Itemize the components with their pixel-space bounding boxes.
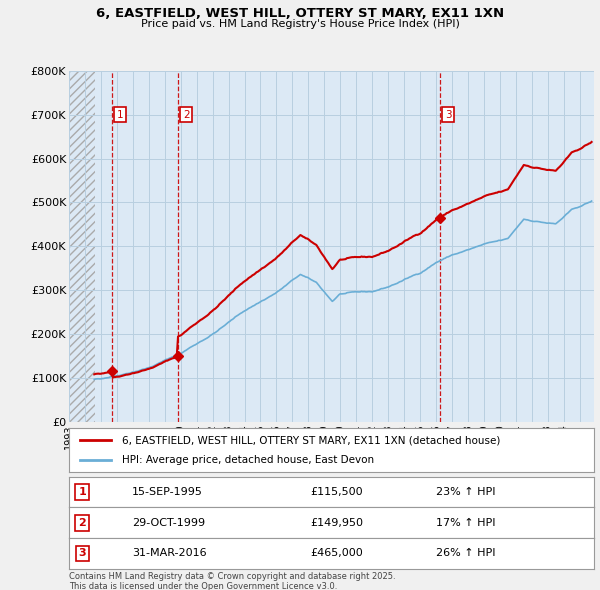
Text: 17% ↑ HPI: 17% ↑ HPI [437, 518, 496, 527]
Text: 1: 1 [78, 487, 86, 497]
Text: 6, EASTFIELD, WEST HILL, OTTERY ST MARY, EX11 1XN: 6, EASTFIELD, WEST HILL, OTTERY ST MARY,… [96, 7, 504, 20]
Text: 1: 1 [117, 110, 124, 120]
Text: 15-SEP-1995: 15-SEP-1995 [132, 487, 203, 497]
Text: HPI: Average price, detached house, East Devon: HPI: Average price, detached house, East… [121, 455, 374, 464]
Text: 3: 3 [445, 110, 451, 120]
Text: 23% ↑ HPI: 23% ↑ HPI [437, 487, 496, 497]
Text: £465,000: £465,000 [311, 549, 363, 558]
Text: 3: 3 [79, 549, 86, 558]
Text: Price paid vs. HM Land Registry's House Price Index (HPI): Price paid vs. HM Land Registry's House … [140, 19, 460, 30]
Text: Contains HM Land Registry data © Crown copyright and database right 2025.
This d: Contains HM Land Registry data © Crown c… [69, 572, 395, 590]
Text: 31-MAR-2016: 31-MAR-2016 [132, 549, 206, 558]
Text: 29-OCT-1999: 29-OCT-1999 [132, 518, 205, 527]
Text: 2: 2 [78, 518, 86, 527]
Bar [69, 71, 95, 422]
Text: 2: 2 [183, 110, 190, 120]
Text: 26% ↑ HPI: 26% ↑ HPI [437, 549, 496, 558]
Text: 6, EASTFIELD, WEST HILL, OTTERY ST MARY, EX11 1XN (detached house): 6, EASTFIELD, WEST HILL, OTTERY ST MARY,… [121, 435, 500, 445]
Text: £115,500: £115,500 [311, 487, 363, 497]
Text: £149,950: £149,950 [311, 518, 364, 527]
